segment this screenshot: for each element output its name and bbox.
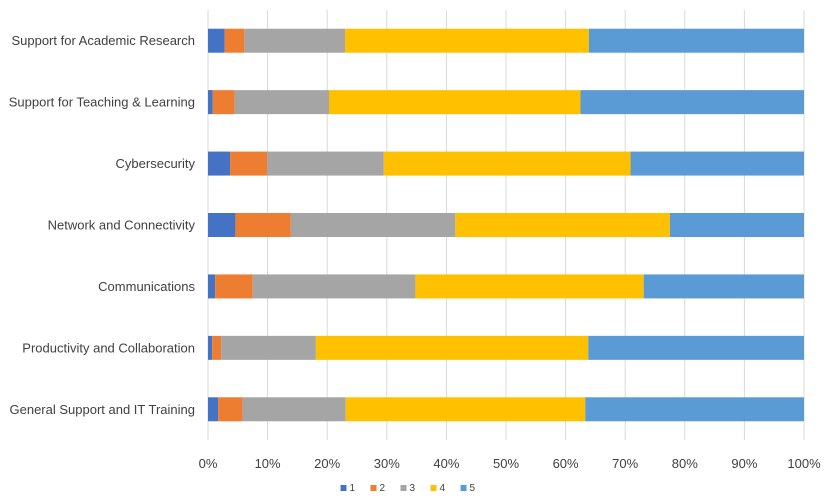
legend-swatch: [430, 485, 437, 491]
x-tick-label: 20%: [314, 456, 340, 471]
bar-segment-4: [315, 335, 589, 360]
legend-label: 5: [470, 483, 476, 494]
x-tick-label: 60%: [553, 456, 579, 471]
bar-segment-3: [234, 90, 329, 115]
bar-segment-2: [235, 213, 291, 237]
bar-segment-3: [290, 213, 456, 237]
category-label: Cybersecurity: [116, 156, 196, 171]
bar-segment-2: [212, 335, 222, 360]
legend-swatch: [370, 485, 377, 491]
legend-label: 2: [380, 483, 386, 494]
x-tick-label: 30%: [374, 456, 400, 471]
bar-segment-5: [585, 397, 804, 422]
bar-segment-4: [455, 213, 670, 237]
bar-segment-1: [208, 274, 216, 299]
legend-swatch: [340, 485, 347, 491]
legend-item: 3: [400, 483, 416, 494]
bar-segment-2: [230, 151, 268, 176]
legend-item: 4: [430, 483, 446, 494]
bar-segment-1: [208, 335, 213, 360]
category-label: Support for Teaching & Learning: [9, 95, 195, 110]
bar-segment-5: [588, 335, 804, 360]
legend-item: 2: [370, 483, 386, 494]
category-label: General Support and IT Training: [10, 402, 196, 417]
bar-segment-3: [221, 335, 316, 360]
legend-label: 3: [410, 483, 416, 494]
category-label: Productivity and Collaboration: [22, 340, 195, 355]
legend-item: 5: [460, 483, 476, 494]
x-tick-label: 70%: [612, 456, 638, 471]
category-label: Support for Academic Research: [11, 33, 195, 48]
x-tick-label: 90%: [731, 456, 757, 471]
legend-item: 1: [340, 483, 356, 494]
bar-segment-4: [328, 90, 581, 115]
bar-segment-2: [218, 397, 243, 422]
bar-segment-1: [208, 90, 213, 115]
bar-segment-3: [242, 397, 346, 422]
legend-label: 4: [440, 483, 446, 494]
bar-segment-3: [244, 28, 346, 53]
bar-segment-2: [215, 274, 253, 299]
x-tick-label: 10%: [255, 456, 281, 471]
x-tick-label: 40%: [433, 456, 459, 471]
legend-swatch: [460, 485, 467, 491]
bar-segment-4: [345, 28, 589, 53]
x-tick-label: 50%: [493, 456, 519, 471]
bar-segment-4: [383, 151, 631, 176]
x-tick-label: 100%: [787, 456, 821, 471]
legend-swatch: [400, 485, 407, 491]
bar-segment-2: [212, 90, 235, 115]
bar-segment-3: [252, 274, 416, 299]
bar-segment-1: [208, 28, 225, 53]
bar-segment-5: [580, 90, 804, 115]
bar-segment-5: [630, 151, 804, 176]
x-axis-tick-labels: 0% 10% 20% 30% 40% 50% 60% 70% 80% 90% 100%: [199, 456, 821, 471]
bar-segment-4: [415, 274, 644, 299]
bar-segment-5: [669, 213, 804, 237]
category-label: Communications: [98, 279, 195, 294]
category-labels: Support for Academic Research Support for…: [9, 33, 196, 417]
legend-label: 1: [350, 483, 356, 494]
legend: 1 2 3 4 5: [340, 483, 476, 494]
bar-segment-1: [208, 151, 231, 176]
x-tick-label: 0%: [199, 456, 218, 471]
bar-segment-1: [208, 213, 236, 237]
bar-segment-3: [267, 151, 384, 176]
category-label: Network and Connectivity: [48, 218, 196, 233]
bar-segment-1: [208, 397, 219, 422]
bar-segment-5: [643, 274, 804, 299]
bar-segment-5: [588, 28, 804, 53]
bar-segment-2: [224, 28, 245, 53]
bar-segment-4: [345, 397, 586, 422]
x-tick-label: 80%: [672, 456, 698, 471]
bars: [208, 28, 804, 422]
